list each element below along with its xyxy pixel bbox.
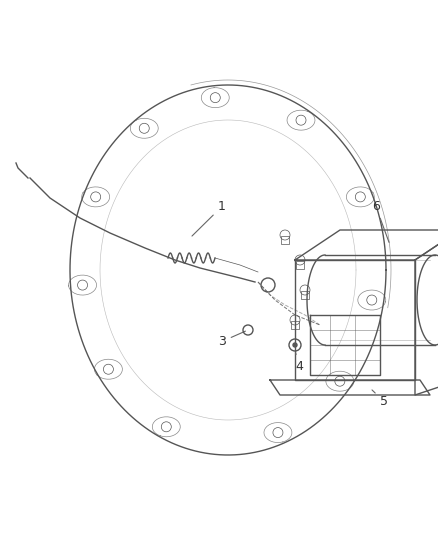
Text: 5: 5 [372, 390, 388, 408]
Bar [291, 321, 299, 329]
Bar [281, 236, 289, 244]
Circle shape [293, 343, 297, 347]
Text: 1: 1 [192, 200, 226, 236]
Bar [296, 261, 304, 269]
Text: 3: 3 [218, 331, 245, 348]
Bar [301, 291, 309, 299]
Text: 6: 6 [372, 200, 389, 243]
Text: 4: 4 [295, 353, 303, 373]
